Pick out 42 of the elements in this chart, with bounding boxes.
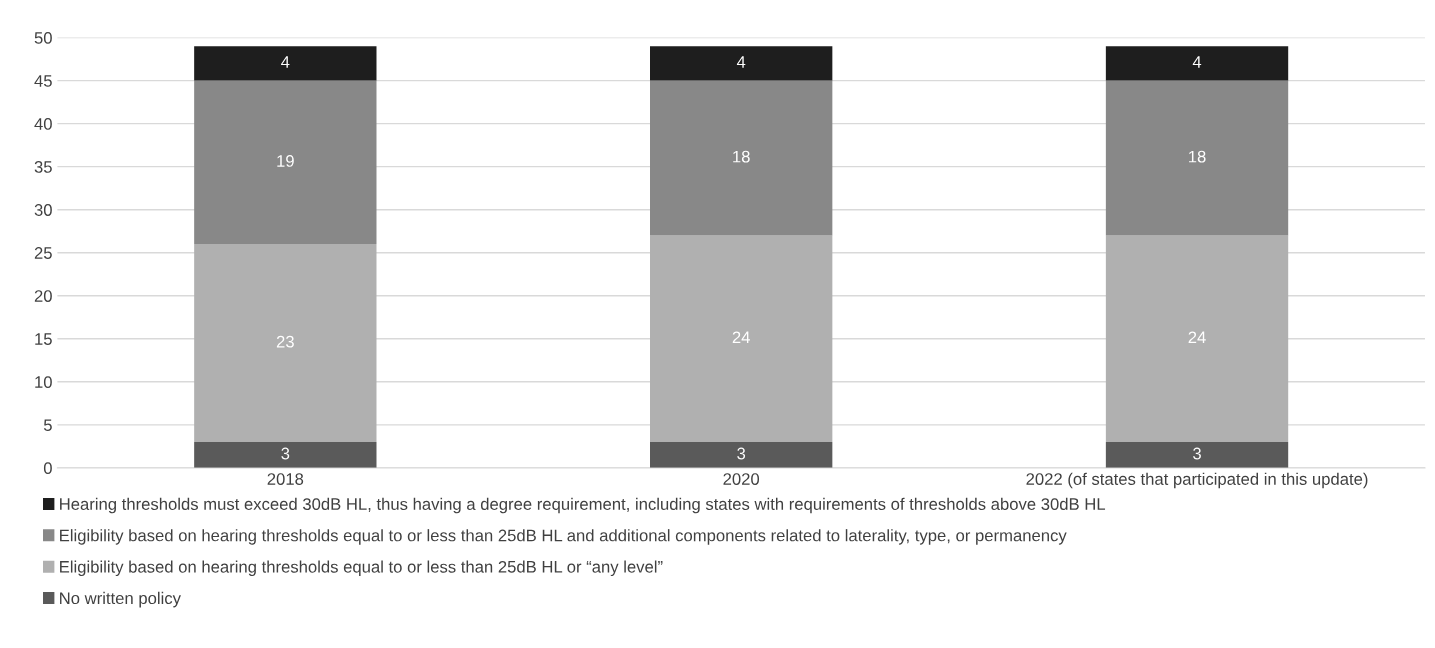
bar: [194, 244, 377, 443]
legend-label: No written policy: [60, 591, 181, 608]
data-label: 23: [276, 335, 294, 348]
data-label: 24: [1188, 331, 1206, 344]
y-tick-label: 45: [34, 75, 52, 87]
bar: [194, 442, 377, 468]
bar: [650, 80, 833, 236]
bar: [194, 46, 377, 81]
data-label: 3: [1193, 447, 1201, 460]
data-label: 3: [737, 447, 746, 460]
y-tick-label: 10: [35, 376, 52, 388]
y-tick-label: 40: [34, 118, 52, 130]
data-label: 4: [736, 56, 746, 68]
y-tick-label: 30: [34, 204, 52, 216]
x-tick-label: 2020: [723, 473, 760, 485]
data-label: 3: [281, 447, 290, 460]
y-tick-label: 0: [43, 462, 52, 475]
bar: [650, 442, 833, 468]
data-label: 24: [732, 331, 750, 344]
data-label: 4: [281, 56, 290, 68]
y-tick-label: 35: [34, 161, 52, 173]
legend-label: Eligibility based on hearing thresholds equal to or less than 25dB HL and additional components related to laterality, type, or permanency: [60, 529, 1067, 545]
y-tick-label: 25: [34, 247, 52, 259]
y-tick-label: 50: [34, 31, 52, 44]
y-tick-label: 15: [35, 333, 52, 345]
x-tick-label: 2018: [267, 473, 304, 485]
bar: [650, 235, 833, 443]
data-label: 18: [733, 150, 750, 163]
bar: [1105, 235, 1289, 443]
legend-label: Hearing thresholds must exceed 30dB HL, thus having a degree requirement, including states with requirements of thresholds above 30dB HL: [60, 497, 1106, 514]
bar: [1105, 46, 1289, 81]
y-tick-label: 20: [34, 290, 52, 302]
bar: [1105, 442, 1289, 468]
bar: [1105, 80, 1289, 236]
y-tick-label: 5: [43, 419, 52, 432]
legend-label: Eligibility based on hearing thresholds equal to or less than 25dB HL or “any level”: [60, 560, 663, 577]
data-label: 18: [1189, 150, 1206, 163]
bar: [194, 80, 377, 245]
data-label: 4: [1192, 56, 1202, 68]
bar: [650, 46, 833, 81]
data-label: 19: [277, 155, 294, 167]
x-tick-label: 2022 (of states that participated in this update): [1026, 472, 1368, 489]
